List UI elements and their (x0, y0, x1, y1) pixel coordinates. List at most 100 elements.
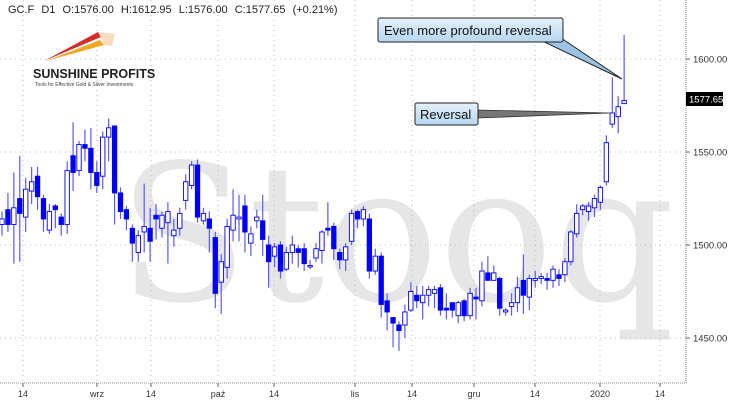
candle (354, 209, 361, 229)
candle (420, 285, 426, 320)
candle-body-bullish (580, 205, 586, 211)
candle-body-bullish (568, 231, 574, 263)
candle (597, 185, 604, 210)
candle-body-bullish (28, 181, 35, 192)
candle-body-bearish (544, 278, 550, 281)
candle-body-bullish (307, 265, 313, 268)
candle (111, 125, 118, 225)
candle-body-bullish (141, 225, 147, 233)
x-tick-label: paź (211, 389, 226, 399)
candle-body-bullish (621, 100, 627, 105)
candle (265, 235, 272, 288)
candle-body-bullish (372, 255, 378, 272)
candle-body-bearish (520, 279, 527, 296)
candle-body-bullish (165, 211, 171, 224)
candle-body-bearish (70, 155, 76, 173)
candle-body-bearish (5, 209, 11, 225)
logo-glow-icon (98, 32, 115, 46)
candle (366, 213, 372, 279)
candle (40, 194, 47, 232)
candle-body-bullish (585, 205, 592, 212)
candle-body-bullish (248, 233, 254, 244)
candle-body-bearish (443, 307, 450, 311)
candle (283, 246, 290, 272)
candle (34, 166, 41, 210)
candle-body-bullish (609, 112, 615, 125)
candle (177, 207, 183, 236)
callout-reversal-text: Reversal (420, 107, 471, 122)
logo-gold-ray-icon (46, 40, 104, 61)
candle (153, 204, 159, 240)
candle-body-bearish (58, 216, 64, 225)
candle-body-bearish (354, 211, 361, 220)
candle-body-bullish (603, 142, 610, 183)
y-tick-label: 1600.00 (693, 55, 727, 66)
candle (621, 34, 627, 105)
last-price-tag: 1577.65 (686, 92, 723, 106)
candle (218, 254, 224, 314)
candle-body-bullish (343, 246, 349, 261)
candle-body-bearish (325, 227, 331, 231)
sunshine-profits-logo: SUNSHINE PROFITS Tools for Effective Gol… (33, 32, 155, 88)
candle-body-bullish (0, 218, 5, 225)
candle-body-bearish (337, 251, 343, 261)
candle-body-bearish (82, 144, 88, 149)
low-value: L:1576.00 (179, 4, 228, 16)
candle-body-bearish (17, 198, 23, 214)
candle-body-bullish (188, 164, 195, 186)
logo-tagline: Tools for Effective Gold & Silver Invest… (35, 82, 134, 88)
candle-body-bullish (183, 181, 189, 201)
symbol: GC.F (8, 4, 35, 16)
candle-body-bearish (94, 172, 100, 186)
candle-body-bullish (271, 246, 278, 257)
candle (183, 174, 189, 210)
candle (591, 194, 598, 218)
candle (230, 189, 236, 242)
candle (194, 159, 201, 223)
candle (402, 304, 408, 338)
candle-body-bullish (431, 289, 438, 294)
candle (580, 204, 586, 216)
candle (0, 211, 5, 236)
candle (70, 122, 76, 192)
candle (508, 293, 515, 316)
candle-body-bearish (34, 175, 41, 198)
candle-body-bullish (100, 136, 106, 177)
candle-body-bullish (491, 272, 497, 281)
candle (425, 285, 432, 307)
interval: D1 (41, 4, 55, 16)
candle-body-bullish (177, 212, 183, 229)
candle (455, 300, 461, 324)
candle (360, 205, 367, 227)
callout-reversal: Reversal (414, 102, 611, 126)
candle-body-bullish (550, 268, 556, 281)
candle (461, 298, 467, 322)
candle (408, 282, 414, 312)
x-tick-label: wrz (89, 389, 104, 399)
candle (437, 284, 444, 316)
ohlc-header: GC.F D1 O:1576.00 H:1612.95 L:1576.00 C:… (8, 4, 338, 16)
candle-body-bearish (260, 220, 266, 240)
candle-body-bullish (467, 292, 473, 317)
candle (295, 245, 301, 268)
candle-body-bullish (171, 229, 177, 237)
candle (28, 166, 35, 205)
x-tick-label: lis (351, 389, 360, 399)
logo-name: SUNSHINE PROFITS (33, 67, 155, 81)
change-value: (+0.21%) (293, 4, 338, 16)
candle-body-bullish (538, 276, 544, 279)
candle (88, 127, 94, 190)
candle-body-bullish (230, 214, 236, 231)
candle-body-bullish (402, 311, 408, 326)
candle-body-bearish (331, 225, 337, 250)
y-tick-label: 1450.00 (693, 334, 727, 345)
candle (94, 161, 100, 193)
candle-body-bearish (295, 248, 301, 253)
candle (165, 202, 171, 264)
candle (396, 321, 402, 352)
candle-body-bearish (117, 192, 124, 212)
candle-body-bearish (242, 205, 248, 233)
logo-red-ray-icon (44, 32, 101, 61)
x-tick-label: 14 (530, 389, 540, 399)
close-value: C:1577.65 (235, 4, 286, 16)
